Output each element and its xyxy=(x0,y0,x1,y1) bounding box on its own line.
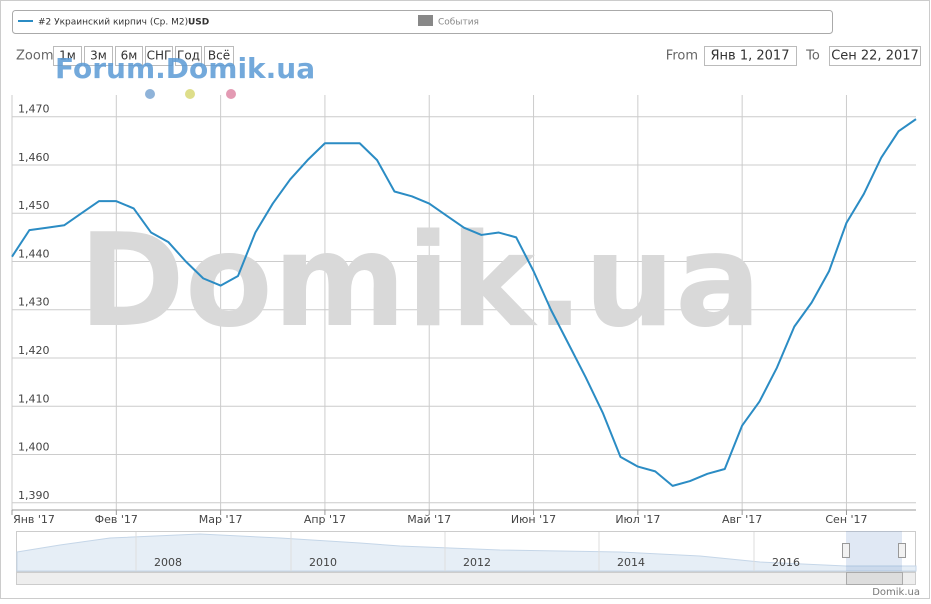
zoom-button[interactable] xyxy=(204,46,234,66)
to-value: Сен 22, 2017 xyxy=(831,49,919,64)
from-input[interactable] xyxy=(704,46,797,66)
navigator-label: 2010 xyxy=(309,556,337,569)
x-tick-label: Авг '17 xyxy=(722,513,762,526)
x-tick-label: Июн '17 xyxy=(511,513,556,526)
zoom-buttons: 1м 3м 6м СНГ Год Всё xyxy=(53,46,234,66)
zoom-button-label: Год xyxy=(177,49,200,63)
x-tick-label: Янв '17 xyxy=(13,513,55,526)
navigator-label: 2008 xyxy=(154,556,182,569)
from-label: From xyxy=(666,49,698,64)
y-tick-label: 1,410 xyxy=(18,392,50,405)
zoom-label: Zoom xyxy=(16,49,53,64)
zoom-button[interactable] xyxy=(53,46,82,66)
navigator-label: 2016 xyxy=(772,556,800,569)
zoom-button-label: СНГ xyxy=(147,49,172,63)
x-tick-label: Апр '17 xyxy=(304,513,346,526)
forum-watermark: Forum.Domik.ua xyxy=(55,52,315,85)
zoom-button-label: 1м xyxy=(59,49,76,63)
to-input[interactable] xyxy=(829,46,921,66)
x-tick-label: Мар '17 xyxy=(199,513,243,526)
navigator-label: 2014 xyxy=(617,556,645,569)
x-tick-label: Сен '17 xyxy=(825,513,867,526)
plot-area xyxy=(12,95,916,510)
series-line xyxy=(11,118,917,487)
y-tick-label: 1,470 xyxy=(18,103,50,116)
events-label[interactable]: События xyxy=(438,18,479,28)
scrollbar[interactable] xyxy=(16,572,916,585)
zoom-button[interactable] xyxy=(84,46,113,66)
y-tick-label: 1,430 xyxy=(18,296,50,309)
events-swatch xyxy=(418,15,433,26)
to-label: To xyxy=(805,49,820,64)
y-tick-label: 1,450 xyxy=(18,199,50,212)
navigator-series xyxy=(16,533,917,572)
zoom-button-label: 6м xyxy=(121,49,138,63)
x-tick-label: Май '17 xyxy=(407,513,451,526)
scrollbar-thumb[interactable] xyxy=(846,572,903,585)
y-tick-label: 1,400 xyxy=(18,441,50,454)
dot xyxy=(185,89,195,99)
zoom-button[interactable] xyxy=(145,46,173,66)
credit[interactable]: Domik.ua xyxy=(872,587,920,598)
watermark: Domik.ua xyxy=(79,207,762,356)
x-tick-label: Июл '17 xyxy=(615,513,660,526)
zoom-button-label: Всё xyxy=(208,49,230,63)
handle[interactable] xyxy=(898,543,906,558)
y-tick-label: 1,440 xyxy=(18,247,50,260)
x-tick-label: Фев '17 xyxy=(95,513,138,526)
zoom-button-label: 3м xyxy=(90,49,107,63)
navigator-label: 2012 xyxy=(463,556,491,569)
y-tick-label: 1,390 xyxy=(18,489,50,502)
navigator-mask xyxy=(846,531,902,571)
dot xyxy=(226,89,236,99)
legend-unit: USD xyxy=(188,18,209,28)
zoom-button[interactable] xyxy=(175,46,202,66)
zoom-button[interactable] xyxy=(115,46,143,66)
y-tick-label: 1,460 xyxy=(18,151,50,164)
y-tick-label: 1,420 xyxy=(18,344,50,357)
legend-label[interactable]: #2 Украинский кирпич (Ср. М2) xyxy=(38,18,188,28)
from-value: Янв 1, 2017 xyxy=(711,49,790,64)
handle[interactable] xyxy=(842,543,850,558)
dot xyxy=(145,89,155,99)
